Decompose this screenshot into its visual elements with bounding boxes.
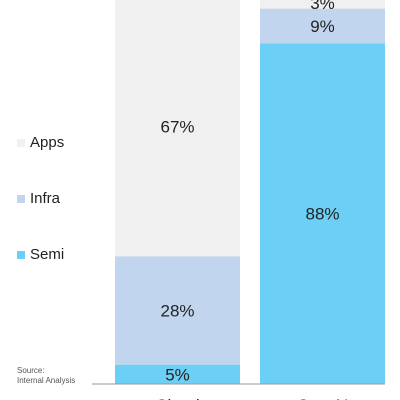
bar-segment-infra-2 bbox=[260, 8, 385, 44]
legend-label-semi: Semi bbox=[30, 246, 64, 263]
category-label-1: Cloud bbox=[155, 396, 199, 400]
value-label-semi-2: 88% bbox=[305, 205, 339, 224]
bar-segment-apps-2 bbox=[260, 0, 385, 9]
value-label-apps-1: 67% bbox=[160, 118, 194, 137]
category-labels: Cloud Gen AI bbox=[155, 396, 348, 400]
value-label-semi-1: 5% bbox=[165, 365, 190, 384]
bars: 5% 28% 67% 88% 9% 3% bbox=[115, 0, 385, 384]
value-label-infra-2: 9% bbox=[310, 17, 335, 36]
legend: Apps Infra Semi bbox=[17, 134, 64, 263]
bar-segment-apps-1 bbox=[115, 0, 240, 257]
legend-label-infra: Infra bbox=[30, 190, 61, 207]
legend-marker-infra bbox=[17, 195, 25, 203]
source-label: Source: bbox=[17, 366, 45, 375]
legend-label-apps: Apps bbox=[30, 134, 64, 151]
bar-segment-semi-2 bbox=[260, 43, 385, 384]
bar-segment-infra-1 bbox=[115, 256, 240, 365]
source-note: Source: Internal Analysis bbox=[17, 366, 75, 386]
source-name: Internal Analysis bbox=[17, 376, 76, 385]
value-label-apps-2: 3% bbox=[310, 0, 335, 13]
legend-marker-semi bbox=[17, 251, 25, 259]
value-label-infra-1: 28% bbox=[160, 301, 194, 320]
bar-segment-semi-1 bbox=[115, 364, 240, 384]
category-label-2: Gen AI bbox=[297, 396, 349, 400]
legend-marker-apps bbox=[17, 139, 25, 147]
